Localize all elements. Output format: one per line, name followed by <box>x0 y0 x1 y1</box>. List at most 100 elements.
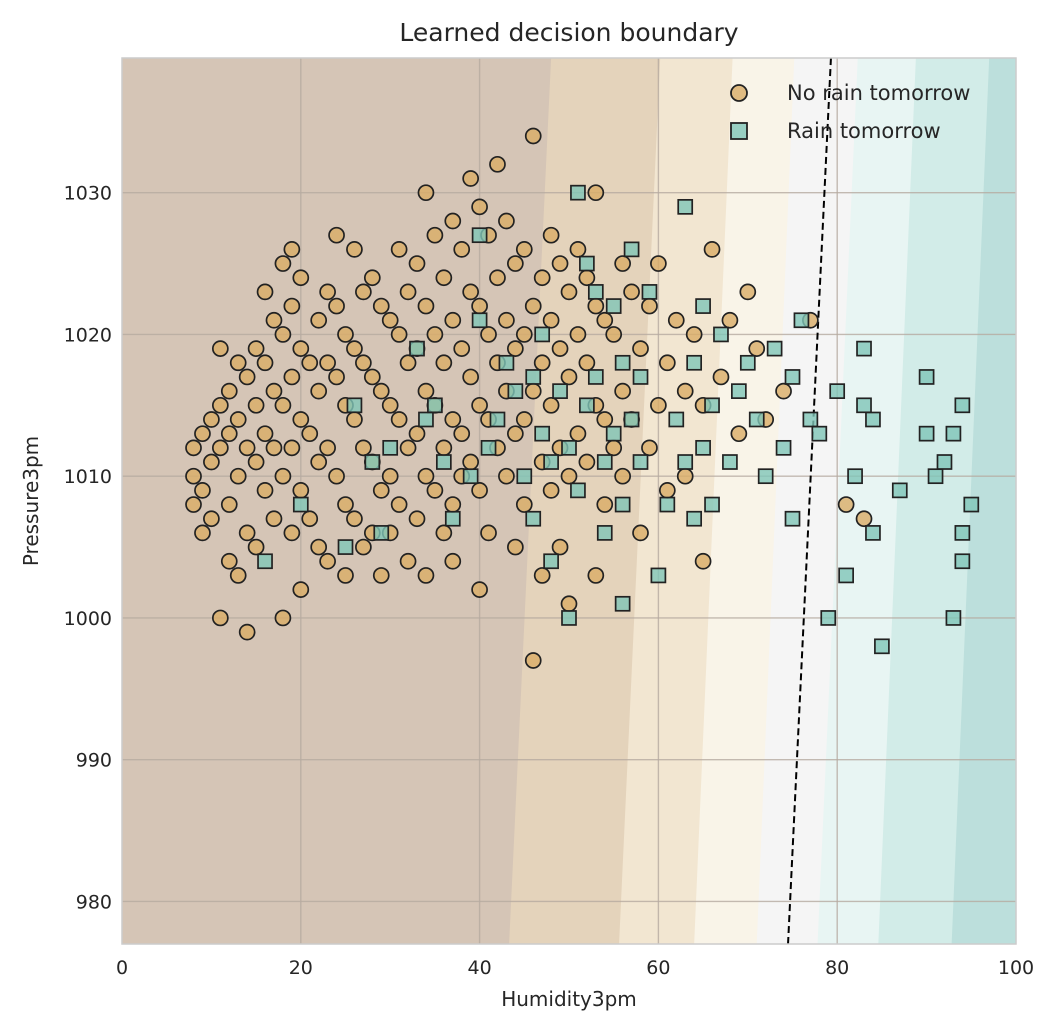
no-rain-point <box>471 297 488 315</box>
no-rain-point <box>283 524 301 542</box>
rain-point <box>704 397 720 414</box>
no-rain-point <box>274 255 292 272</box>
rain-point <box>838 567 854 584</box>
rain-point <box>525 510 542 527</box>
rain-point <box>507 383 524 399</box>
no-rain-point <box>283 368 301 386</box>
y-tick-label: 1010 <box>64 466 112 488</box>
plot-area <box>122 58 1016 944</box>
rain-point <box>757 468 774 485</box>
rain-point <box>614 354 631 371</box>
no-rain-point <box>301 510 319 528</box>
no-rain-point <box>533 354 551 372</box>
no-rain-point <box>247 453 265 471</box>
x-tick-label: 100 <box>998 957 1034 979</box>
no-rain-point <box>417 382 435 400</box>
no-rain-point <box>301 425 319 443</box>
rain-point <box>784 369 801 385</box>
no-rain-point <box>194 482 211 499</box>
y-tick-label: 1000 <box>64 608 112 630</box>
no-rain-point <box>265 311 283 329</box>
rain-point <box>820 610 837 626</box>
rain-point <box>722 454 738 470</box>
no-rain-point <box>489 155 506 173</box>
no-rain-point <box>265 439 283 457</box>
no-rain-point <box>319 439 336 457</box>
no-rain-point <box>444 496 462 513</box>
no-rain-point <box>480 326 497 343</box>
no-rain-point <box>542 396 560 414</box>
no-rain-point <box>471 581 488 598</box>
rain-point <box>945 610 962 626</box>
no-rain-point <box>328 368 345 386</box>
no-rain-point <box>238 439 256 457</box>
no-rain-point <box>185 467 202 485</box>
rain-point <box>775 439 792 456</box>
no-rain-point <box>274 326 292 343</box>
no-rain-point <box>203 510 220 528</box>
no-rain-point <box>408 255 426 272</box>
no-rain-point <box>658 354 676 372</box>
no-rain-point <box>265 510 283 528</box>
rain-point <box>766 340 783 357</box>
no-rain-point <box>355 538 372 556</box>
no-rain-point <box>694 552 712 570</box>
rain-point <box>480 439 497 456</box>
rain-point <box>686 510 703 527</box>
no-rain-point <box>292 340 310 357</box>
rain-point <box>614 595 631 612</box>
grid-lines <box>122 58 1016 944</box>
x-tick-label: 20 <box>289 957 313 979</box>
no-rain-point <box>587 184 605 202</box>
rain-point <box>784 510 801 527</box>
rain-point <box>623 411 640 428</box>
rain-point <box>587 284 604 300</box>
rain-point <box>543 454 559 470</box>
rain-point <box>748 411 765 428</box>
legend-marker-no-rain <box>730 84 748 102</box>
rain-point <box>874 638 890 655</box>
no-rain-point <box>507 425 524 443</box>
no-rain-point <box>471 198 488 216</box>
rain-point <box>829 383 846 399</box>
no-rain-point <box>524 382 542 400</box>
no-rain-point <box>292 482 310 499</box>
rain-point <box>945 425 962 442</box>
no-rain-point <box>703 241 721 258</box>
no-rain-point <box>283 241 301 258</box>
no-rain-point <box>587 567 605 584</box>
no-rain-point <box>363 269 381 287</box>
rain-point <box>632 454 649 470</box>
no-rain-point <box>578 269 596 287</box>
no-rain-point <box>417 297 435 315</box>
no-rain-point <box>185 439 202 457</box>
legend-label-rain: Rain tomorrow <box>787 119 941 143</box>
rain-point <box>632 369 649 385</box>
no-rain-point <box>247 396 265 414</box>
no-rain-point <box>328 297 345 315</box>
no-rain-point <box>524 127 542 145</box>
rain-point <box>579 255 595 272</box>
rain-point <box>337 539 354 555</box>
y-axis-label: Pressure3pm <box>19 436 43 566</box>
rain-point <box>561 610 577 626</box>
no-rain-point <box>542 226 560 244</box>
no-rain-point <box>605 439 623 457</box>
no-rain-point <box>238 368 256 386</box>
plot-frame <box>121 57 1017 945</box>
rain-point <box>677 454 694 470</box>
no-rain-point <box>569 241 587 258</box>
rain-point <box>936 454 953 470</box>
no-rain-point <box>211 396 229 414</box>
y-tick-labels: 980 990 1000 1010 1020 1030 <box>64 183 112 914</box>
x-tick-label: 0 <box>116 957 128 979</box>
rain-point <box>623 241 640 258</box>
rain-point <box>427 397 443 414</box>
rain-point <box>731 383 747 399</box>
no-rain-point <box>211 439 229 457</box>
chart-title: Learned decision boundary <box>399 18 738 47</box>
no-rain-point <box>498 212 515 230</box>
no-rain-point <box>855 510 873 528</box>
no-rain-point <box>328 226 345 244</box>
no-rain-point <box>346 411 363 428</box>
